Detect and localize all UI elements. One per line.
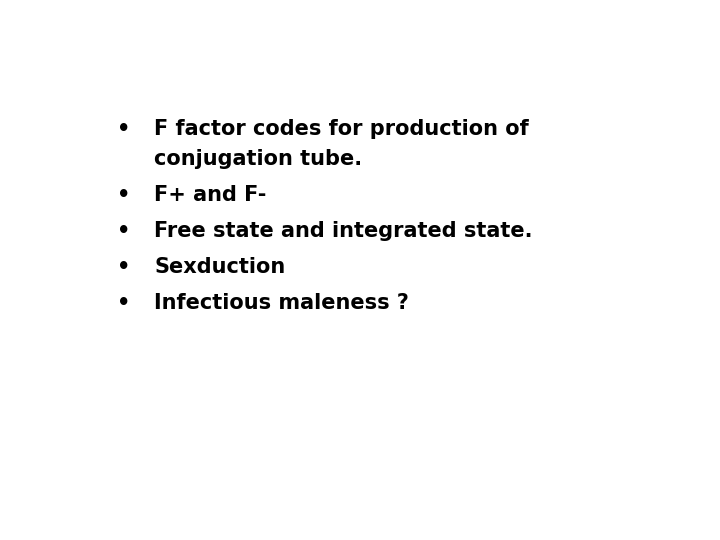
- Text: •: •: [117, 119, 130, 139]
- Text: F+ and F-: F+ and F-: [154, 185, 266, 205]
- Text: •: •: [117, 258, 130, 278]
- Text: •: •: [117, 293, 130, 314]
- Text: conjugation tube.: conjugation tube.: [154, 149, 362, 169]
- Text: Sexduction: Sexduction: [154, 258, 285, 278]
- Text: •: •: [117, 185, 130, 205]
- Text: Infectious maleness ?: Infectious maleness ?: [154, 293, 409, 314]
- Text: Free state and integrated state.: Free state and integrated state.: [154, 221, 533, 241]
- Text: F factor codes for production of: F factor codes for production of: [154, 119, 529, 139]
- Text: •: •: [117, 221, 130, 241]
